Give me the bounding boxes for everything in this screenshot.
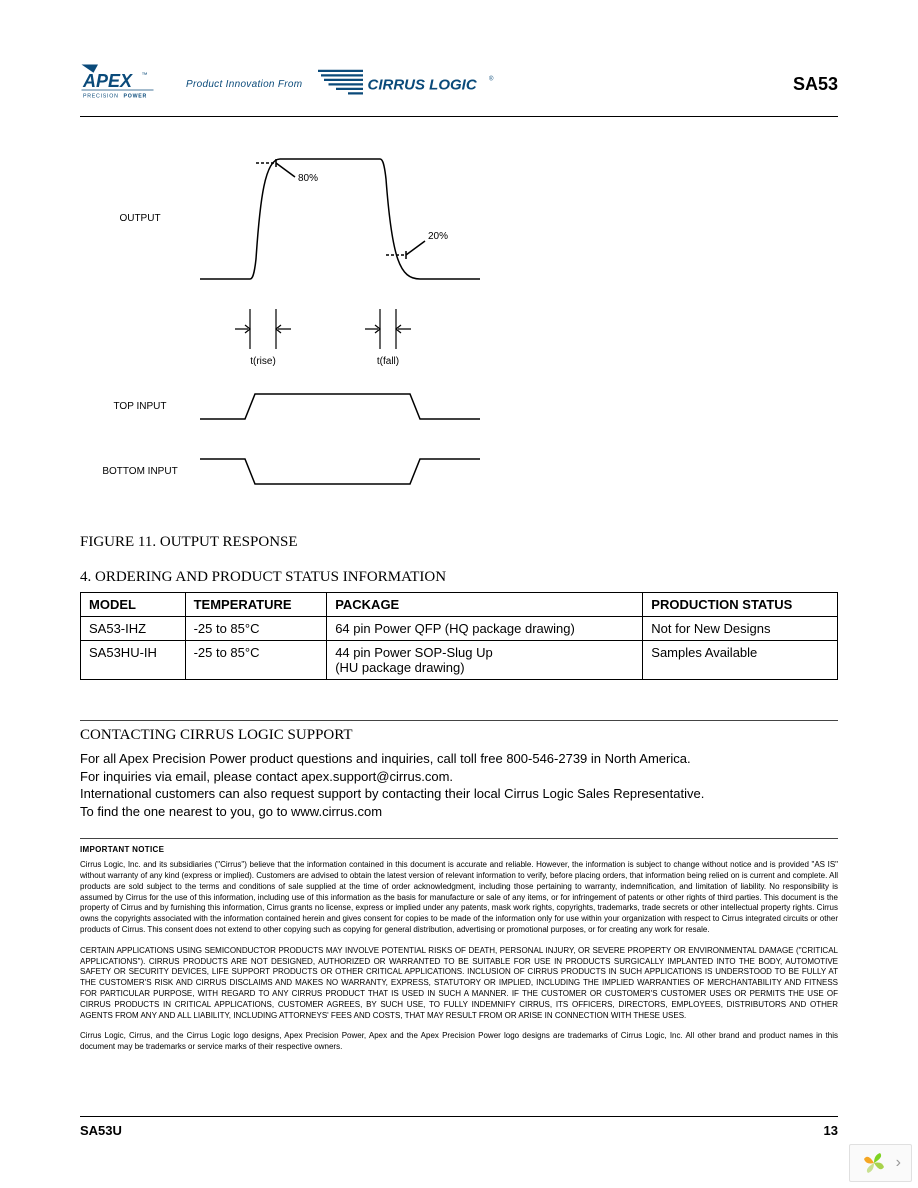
- table-row: SA53HU-IH-25 to 85°C44 pin Power SOP-Slu…: [81, 641, 838, 680]
- support-heading: CONTACTING CIRRUS LOGIC SUPPORT: [80, 727, 838, 744]
- table-header: MODEL: [81, 593, 186, 617]
- svg-text:t(rise): t(rise): [250, 356, 276, 367]
- svg-text:OUTPUT: OUTPUT: [119, 213, 160, 224]
- table-header: PRODUCTION STATUS: [643, 593, 838, 617]
- timing-diagram: OUTPUT 80% 20% t(rise) t(fall) TOP INPUT: [80, 139, 560, 509]
- header-left: APEX ™ PRECISION POWER Product Innovatio…: [80, 60, 498, 108]
- page-footer: SA53U 13: [80, 1116, 838, 1138]
- svg-text:TOP INPUT: TOP INPUT: [114, 401, 167, 412]
- support-text: For all Apex Precision Power product que…: [80, 750, 838, 820]
- apex-logo: APEX ™ PRECISION POWER: [80, 60, 170, 108]
- table-row: SA53-IHZ-25 to 85°C64 pin Power QFP (HQ …: [81, 617, 838, 641]
- page-header: APEX ™ PRECISION POWER Product Innovatio…: [80, 60, 838, 117]
- table-header: TEMPERATURE: [185, 593, 327, 617]
- notice-para-3: Cirrus Logic, Cirrus, and the Cirrus Log…: [80, 1031, 838, 1053]
- notice-para-2: CERTAIN APPLICATIONS USING SEMICONDUCTOR…: [80, 946, 838, 1022]
- svg-text:t(fall): t(fall): [377, 356, 399, 367]
- svg-text:PRECISION: PRECISION: [83, 94, 119, 100]
- nav-widget[interactable]: ›: [849, 1144, 912, 1182]
- figure-caption: FIGURE 11. OUTPUT RESPONSE: [80, 534, 838, 551]
- svg-text:BOTTOM INPUT: BOTTOM INPUT: [102, 466, 177, 477]
- footer-left: SA53U: [80, 1123, 122, 1138]
- svg-text:POWER: POWER: [124, 94, 148, 100]
- table-cell: -25 to 85°C: [185, 617, 327, 641]
- divider: [80, 838, 838, 839]
- table-cell: Not for New Designs: [643, 617, 838, 641]
- cirrus-logo: CIRRUS LOGIC ®: [318, 64, 498, 104]
- svg-text:™: ™: [142, 72, 148, 79]
- table-header: PACKAGE: [327, 593, 643, 617]
- nav-flower-icon: [860, 1149, 888, 1177]
- svg-text:20%: 20%: [428, 231, 448, 242]
- table-cell: SA53HU-IH: [81, 641, 186, 680]
- svg-text:80%: 80%: [298, 173, 318, 184]
- notice-para-1: Cirrus Logic, Inc. and its subsidiaries …: [80, 860, 838, 936]
- tagline: Product Innovation From: [186, 79, 302, 90]
- svg-text:APEX: APEX: [82, 71, 133, 91]
- footer-page-number: 13: [824, 1123, 838, 1138]
- table-cell: Samples Available: [643, 641, 838, 680]
- table-cell: SA53-IHZ: [81, 617, 186, 641]
- ordering-table: MODELTEMPERATUREPACKAGEPRODUCTION STATUS…: [80, 592, 838, 680]
- chevron-right-icon[interactable]: ›: [896, 1154, 901, 1172]
- notice-heading: IMPORTANT NOTICE: [80, 845, 838, 854]
- svg-text:®: ®: [489, 75, 494, 82]
- part-number: SA53: [793, 74, 838, 95]
- divider: [80, 720, 838, 721]
- table-cell: -25 to 85°C: [185, 641, 327, 680]
- svg-text:CIRRUS LOGIC: CIRRUS LOGIC: [368, 76, 478, 93]
- table-cell: 44 pin Power SOP-Slug Up(HU package draw…: [327, 641, 643, 680]
- ordering-heading: 4. ORDERING AND PRODUCT STATUS INFORMATI…: [80, 569, 838, 586]
- table-cell: 64 pin Power QFP (HQ package drawing): [327, 617, 643, 641]
